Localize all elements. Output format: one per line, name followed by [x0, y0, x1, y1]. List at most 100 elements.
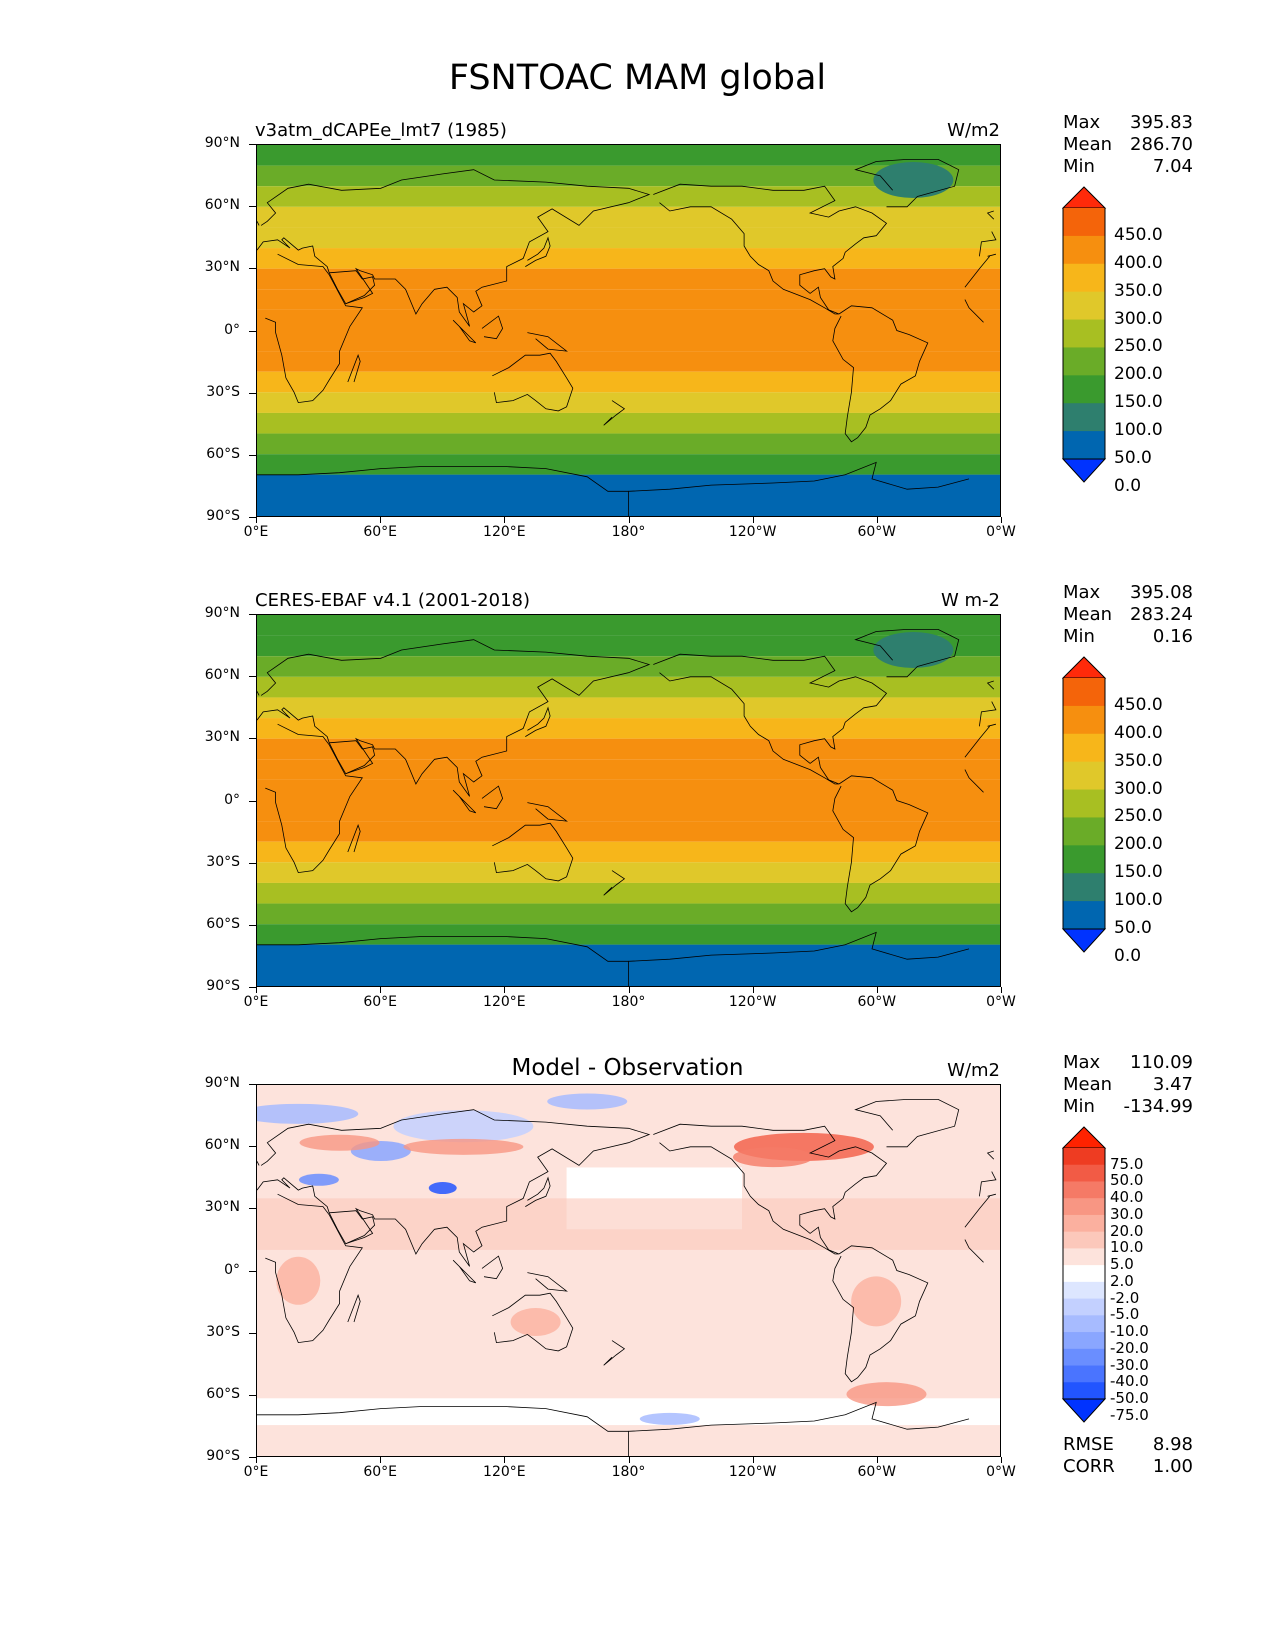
y-tick — [249, 1457, 256, 1458]
y-tick — [249, 614, 256, 615]
y-tick — [249, 862, 256, 864]
diff-negative-patch — [393, 1110, 534, 1143]
colorbar-tick-label: 350.0 — [1114, 750, 1163, 771]
colorbar-svg — [1061, 656, 1107, 953]
coastline-samerica — [832, 1245, 929, 1383]
coastline-eurasia — [979, 701, 997, 727]
y-tick-label: 0° — [224, 321, 240, 338]
coastline-antarctica — [628, 931, 970, 962]
x-tick-label: 0°E — [243, 524, 269, 540]
diff-tropical-band — [257, 1198, 1000, 1250]
coastline-japan — [525, 1176, 551, 1207]
y-tick — [249, 1084, 256, 1085]
colorbar-segment — [1063, 1315, 1105, 1333]
x-tick-label: 60°W — [857, 524, 897, 540]
y-tick-label: 60°S — [206, 1385, 240, 1402]
x-tick — [876, 517, 878, 523]
coastline-newguinea — [527, 332, 568, 352]
obs-map[interactable] — [256, 614, 1001, 987]
units-label: W/m2 — [947, 1060, 1000, 1081]
x-tick — [380, 987, 382, 993]
colorbar-segment — [1063, 1181, 1105, 1199]
colorbar-segment — [1063, 901, 1105, 930]
coastline-borneo — [481, 315, 504, 340]
rmse-value: 8.98 — [1152, 1434, 1193, 1455]
zonal-band — [257, 309, 1000, 331]
model-map-svg — [257, 145, 1000, 516]
y-tick-label: 30°S — [206, 853, 240, 870]
zonal-band — [257, 392, 1000, 413]
stats-box: Max 395.83 Mean 286.70 Min 7.04 — [1063, 112, 1193, 178]
zonal-band — [257, 676, 1000, 698]
min-label: Min — [1063, 1096, 1095, 1117]
x-tick — [1001, 987, 1002, 993]
diff-color-field — [257, 1085, 1000, 1456]
y-tick — [249, 268, 256, 270]
coastline-arabia — [329, 1210, 376, 1245]
coastline-greenland — [854, 629, 960, 678]
colorbar-tick-label: 200.0 — [1114, 364, 1163, 385]
coastline-nz — [603, 1340, 626, 1366]
colorbar-segment — [1063, 733, 1105, 763]
coastline-africa — [964, 256, 991, 288]
zonal-band — [257, 454, 1000, 475]
colorbar-min-extension — [1061, 458, 1107, 483]
y-tick-label: 90°N — [204, 1075, 240, 1091]
coastline-eurasia — [257, 169, 651, 327]
y-tick-label: 0° — [224, 1261, 240, 1278]
coastlines — [257, 159, 997, 516]
zonal-band — [257, 800, 1000, 822]
error-stats: RMSE 8.98 CORR 1.00 — [1063, 1434, 1193, 1478]
y-tick — [249, 676, 256, 678]
obs-map-svg — [257, 615, 1000, 986]
colorbar-segment — [1063, 403, 1105, 432]
colorbar-segment — [1063, 1281, 1105, 1300]
x-tick — [876, 1457, 878, 1463]
colorbar-segment — [1063, 235, 1105, 265]
colorbar-tick-label: 100.0 — [1114, 890, 1163, 911]
x-tick — [628, 517, 630, 523]
colorbar-segment — [1063, 1382, 1105, 1400]
colorbar-tick-label: -40.0 — [1110, 1372, 1149, 1391]
colorbar-segment — [1063, 291, 1105, 321]
diff-map[interactable] — [256, 1084, 1001, 1457]
greenland-field — [873, 162, 954, 199]
zonal-band — [257, 738, 1000, 760]
y-tick — [249, 738, 256, 740]
model-map[interactable] — [256, 144, 1001, 517]
coastline-australia — [492, 822, 574, 882]
stats-box: Max 395.08 Mean 283.24 Min 0.16 — [1063, 582, 1193, 648]
colorbar-min-extension — [1061, 1398, 1107, 1423]
max-value: 395.83 — [1130, 112, 1193, 133]
panel-title: v3atm_dCAPEe_lmt7 (1985) — [255, 120, 507, 141]
coastline-nz — [603, 870, 626, 896]
colorbar-tick-label: 250.0 — [1114, 806, 1163, 827]
coastline-antarctica — [628, 1401, 970, 1432]
coastline-sumatra — [452, 319, 477, 344]
zonal-band — [257, 227, 1000, 249]
colorbar-tick-label: -50.0 — [1110, 1389, 1149, 1407]
coastline-africa — [964, 1196, 991, 1228]
greenland-field — [873, 632, 954, 669]
colorbar-segment — [1063, 1332, 1105, 1350]
x-tick — [380, 517, 382, 523]
coastline-australia — [492, 352, 574, 412]
zonal-band — [257, 656, 1000, 677]
colorbar — [1061, 656, 1108, 957]
x-tick-label: 0°E — [243, 1464, 269, 1480]
x-tick-label: 0°W — [986, 524, 1016, 540]
coastline-madagascar — [347, 824, 361, 853]
coastline-eurasia — [987, 723, 996, 727]
max-label: Max — [1063, 1052, 1101, 1073]
zonal-band — [257, 924, 1000, 945]
mean-label: Mean — [1063, 1074, 1113, 1095]
y-tick-label: 90°S — [206, 508, 240, 524]
diff-negative-patch — [257, 1103, 359, 1124]
colorbar-tick-label: 50.0 — [1114, 918, 1152, 938]
coastline-eurasia — [987, 1193, 996, 1197]
diff-negative-patch — [298, 1173, 339, 1186]
colorbar-segment — [1063, 761, 1105, 791]
coastline-uk — [986, 680, 995, 690]
diff-positive-patch — [299, 1134, 380, 1151]
x-tick — [504, 517, 506, 523]
